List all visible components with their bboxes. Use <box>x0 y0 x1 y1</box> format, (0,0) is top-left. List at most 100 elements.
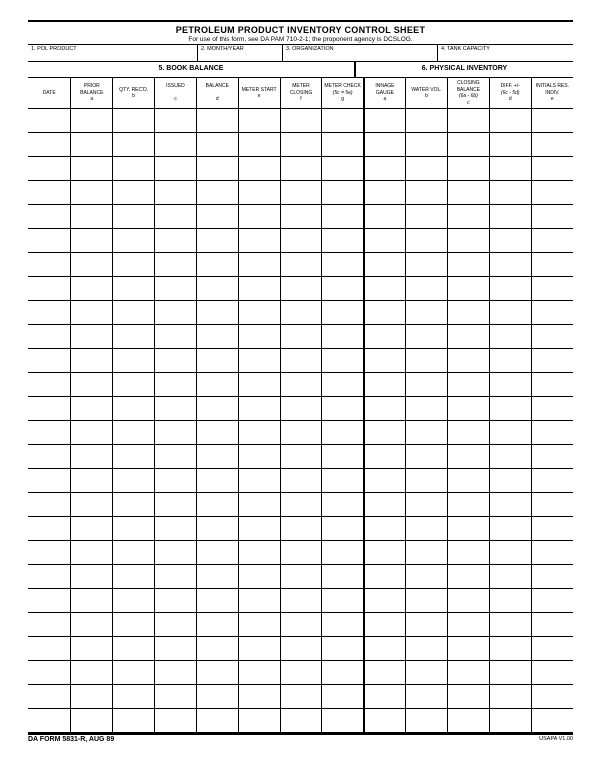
table-cell <box>238 517 280 541</box>
table-cell <box>322 205 364 229</box>
table-cell <box>447 109 489 133</box>
table-cell <box>406 349 448 373</box>
table-cell <box>238 685 280 709</box>
table-cell <box>489 517 531 541</box>
table-cell <box>406 253 448 277</box>
table-cell <box>71 613 113 637</box>
table-cell <box>280 613 322 637</box>
table-cell <box>280 157 322 181</box>
table-row <box>28 685 573 709</box>
table-cell <box>280 541 322 565</box>
table-cell <box>71 325 113 349</box>
table-cell <box>322 565 364 589</box>
table-cell <box>406 685 448 709</box>
table-cell <box>196 445 238 469</box>
table-row <box>28 157 573 181</box>
col-prior-balance: PRIOR BALANCEa <box>71 78 113 109</box>
table-cell <box>238 613 280 637</box>
table-cell <box>238 397 280 421</box>
field-tank-capacity: 4. TANK CAPACITY <box>438 45 573 61</box>
table-cell <box>196 133 238 157</box>
table-cell <box>196 325 238 349</box>
table-cell <box>113 373 155 397</box>
table-cell <box>113 109 155 133</box>
table-cell <box>489 661 531 685</box>
table-cell <box>322 109 364 133</box>
table-cell <box>196 349 238 373</box>
table-cell <box>447 133 489 157</box>
col-closing-balance: CLOSING BALANCE(6a - 6b)c <box>447 78 489 109</box>
table-cell <box>196 709 238 733</box>
col-initials: INITIALS RES. INDIV.e <box>531 78 573 109</box>
table-cell <box>196 613 238 637</box>
table-cell <box>155 493 197 517</box>
table-cell <box>447 205 489 229</box>
field-month-year: 2. MONTH/YEAR <box>198 45 283 61</box>
table-cell <box>322 301 364 325</box>
table-cell <box>280 493 322 517</box>
table-cell <box>322 469 364 493</box>
table-cell <box>280 685 322 709</box>
table-cell <box>531 661 573 685</box>
table-cell <box>280 349 322 373</box>
table-cell <box>71 373 113 397</box>
table-cell <box>489 565 531 589</box>
table-cell <box>113 397 155 421</box>
table-cell <box>447 517 489 541</box>
table-cell <box>364 421 406 445</box>
table-cell <box>447 157 489 181</box>
table-cell <box>155 637 197 661</box>
table-cell <box>322 493 364 517</box>
table-cell <box>71 517 113 541</box>
table-cell <box>113 517 155 541</box>
table-cell <box>489 541 531 565</box>
table-cell <box>280 133 322 157</box>
page-title: PETROLEUM PRODUCT INVENTORY CONTROL SHEE… <box>28 25 573 35</box>
table-cell <box>71 157 113 181</box>
table-cell <box>531 421 573 445</box>
table-cell <box>71 205 113 229</box>
column-header-row: DATE PRIOR BALANCEa QTY. REC'D.b ISSUEDc… <box>28 78 573 109</box>
table-row <box>28 229 573 253</box>
table-cell <box>406 229 448 253</box>
table-row <box>28 133 573 157</box>
table-cell <box>489 349 531 373</box>
col-qty-recd: QTY. REC'D.b <box>113 78 155 109</box>
table-cell <box>406 565 448 589</box>
table-cell <box>322 637 364 661</box>
table-cell <box>531 229 573 253</box>
table-cell <box>196 253 238 277</box>
table-cell <box>155 133 197 157</box>
table-cell <box>322 253 364 277</box>
table-cell <box>113 661 155 685</box>
table-cell <box>238 277 280 301</box>
table-cell <box>489 109 531 133</box>
table-cell <box>322 325 364 349</box>
table-cell <box>447 661 489 685</box>
table-cell <box>531 109 573 133</box>
table-cell <box>155 541 197 565</box>
table-cell <box>196 229 238 253</box>
table-cell <box>28 205 71 229</box>
table-cell <box>28 229 71 253</box>
table-cell <box>196 157 238 181</box>
table-cell <box>238 181 280 205</box>
table-cell <box>113 637 155 661</box>
table-cell <box>196 373 238 397</box>
section-physical-inventory: 6. PHYSICAL INVENTORY <box>356 62 573 77</box>
table-cell <box>406 109 448 133</box>
table-cell <box>28 685 71 709</box>
table-cell <box>28 565 71 589</box>
table-cell <box>71 445 113 469</box>
table-cell <box>71 133 113 157</box>
table-cell <box>322 589 364 613</box>
table-cell <box>155 613 197 637</box>
table-cell <box>489 277 531 301</box>
table-cell <box>406 301 448 325</box>
table-cell <box>155 421 197 445</box>
table-cell <box>238 445 280 469</box>
table-row <box>28 613 573 637</box>
table-cell <box>406 517 448 541</box>
table-cell <box>447 493 489 517</box>
table-cell <box>28 589 71 613</box>
